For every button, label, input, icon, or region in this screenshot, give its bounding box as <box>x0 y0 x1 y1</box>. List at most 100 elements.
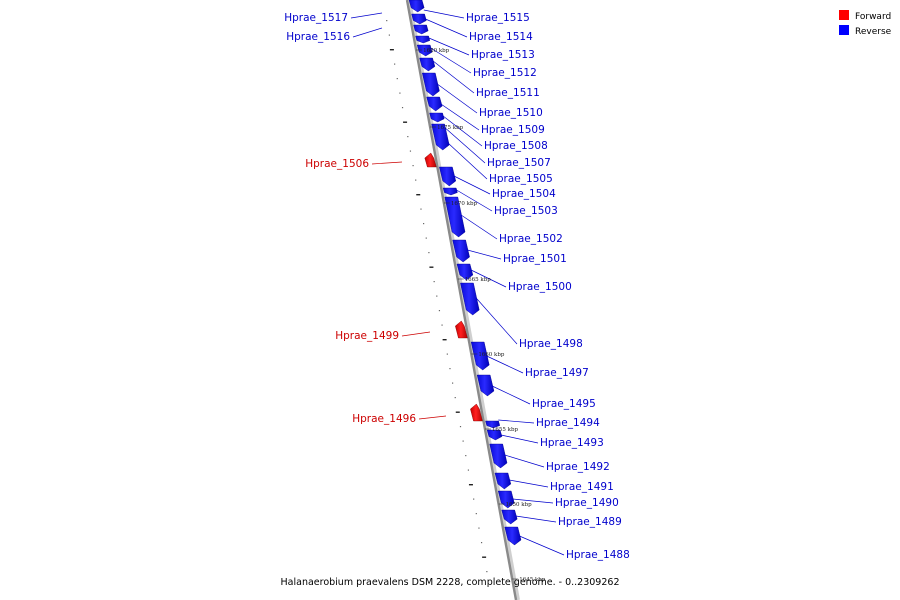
reverse-gene-feature[interactable] <box>460 282 480 316</box>
tick-dot <box>442 339 447 341</box>
reverse-gene-feature[interactable] <box>485 420 501 429</box>
leader-line <box>425 18 468 38</box>
legend-label: Forward <box>855 12 891 22</box>
gene-label-reverse[interactable]: Hprae_1512 <box>473 67 537 79</box>
kbp-label: 1655 kbp <box>492 427 519 433</box>
gene-label-forward[interactable]: Hprae_1506 <box>305 158 369 170</box>
kbp-label: 1650 kbp <box>506 502 533 508</box>
tick-dot <box>454 397 456 399</box>
leader-line <box>401 331 431 337</box>
reverse-gene-feature[interactable] <box>470 341 490 371</box>
reverse-gene-feature[interactable] <box>489 443 508 469</box>
reverse-gene-feature[interactable] <box>429 112 445 123</box>
tick-dot <box>465 455 467 457</box>
gene-label-reverse[interactable]: Hprae_1507 <box>487 157 551 169</box>
gene-label-forward[interactable]: Hprae_1496 <box>352 413 416 425</box>
backbone-line <box>405 0 518 600</box>
reverse-gene-feature[interactable] <box>415 35 431 44</box>
gene-label-reverse[interactable]: Hprae_1491 <box>550 481 614 493</box>
gene-label-forward[interactable]: Hprae_1499 <box>335 330 399 342</box>
gene-label-reverse[interactable]: Hprae_1509 <box>481 124 545 136</box>
reverse-gene-feature[interactable] <box>431 123 450 151</box>
reverse-gene-feature[interactable] <box>501 509 518 525</box>
tick-dot <box>462 440 464 442</box>
reverse-gene-feature[interactable] <box>476 374 495 397</box>
tick-dot <box>423 223 425 225</box>
forward-gene-feature[interactable] <box>455 320 468 339</box>
tick-dot <box>403 121 408 123</box>
gene-label-reverse[interactable]: Hprae_1489 <box>558 516 622 528</box>
reverse-gene-feature[interactable] <box>426 96 443 112</box>
tick-dot <box>401 107 404 109</box>
gene-label-reverse[interactable]: Hprae_1505 <box>489 173 553 185</box>
reverse-gene-feature[interactable] <box>504 526 522 546</box>
gene-label-reverse[interactable]: Hprae_1502 <box>499 233 563 245</box>
gene-label-reverse[interactable]: Hprae_1504 <box>492 188 556 200</box>
reverse-gene-feature[interactable] <box>494 472 512 490</box>
leader-line <box>352 27 383 38</box>
gene-label-reverse[interactable]: Hprae_1500 <box>508 281 572 293</box>
reverse-gene-feature[interactable] <box>411 13 427 25</box>
forward-gene-feature[interactable] <box>424 152 437 168</box>
gene-label-reverse[interactable]: Hprae_1492 <box>546 461 610 473</box>
reverse-gene-feature[interactable] <box>439 166 457 187</box>
reverse-gene-feature[interactable] <box>456 263 474 281</box>
tick-dot <box>459 426 462 428</box>
tick-dot <box>480 542 483 544</box>
reverse-gene-feature[interactable] <box>486 429 503 441</box>
gene-label-forward[interactable]: Hprae_1517 <box>284 12 348 24</box>
leader-line <box>430 47 472 74</box>
tick-dot <box>475 513 477 515</box>
leader-line <box>437 83 478 114</box>
reverse-gene-feature[interactable] <box>442 187 458 196</box>
forward-gene-feature[interactable] <box>470 403 483 422</box>
leader-line <box>467 249 502 260</box>
reverse-gene-feature[interactable] <box>452 239 470 263</box>
tick-dot <box>407 136 409 138</box>
tick-dot <box>399 92 401 94</box>
tick-dot <box>428 252 430 254</box>
tick-dot <box>388 34 390 36</box>
gene-label-reverse[interactable]: Hprae_1494 <box>536 417 600 429</box>
tick-dot <box>478 527 480 529</box>
gene-label-reverse[interactable]: Hprae_1515 <box>466 12 530 24</box>
leader-line <box>445 127 486 164</box>
gene-label-reverse[interactable]: Hprae_1508 <box>484 140 548 152</box>
leader-line <box>350 12 383 19</box>
gene-label-reverse[interactable]: Hprae_1497 <box>525 367 589 379</box>
tick-dot <box>409 150 412 152</box>
gene-label-reverse[interactable]: Hprae_1490 <box>555 497 619 509</box>
leader-line <box>423 9 465 19</box>
reverse-gene-feature[interactable] <box>497 490 515 509</box>
tick-dot <box>420 208 422 210</box>
gene-label-reverse[interactable]: Hprae_1503 <box>494 205 558 217</box>
reverse-gene-feature[interactable] <box>413 24 429 35</box>
gene-label-reverse[interactable]: Hprae_1513 <box>471 49 535 61</box>
reverse-gene-feature[interactable] <box>444 196 466 238</box>
tick-dot <box>482 556 487 558</box>
tick-dot <box>396 78 398 80</box>
leader-line <box>500 434 539 444</box>
leader-line <box>486 355 524 374</box>
gene-label-forward[interactable]: Hprae_1516 <box>286 31 350 43</box>
reverse-gene-feature[interactable] <box>416 44 433 57</box>
gene-label-reverse[interactable]: Hprae_1510 <box>479 107 543 119</box>
legend-swatch <box>839 25 849 35</box>
legend-label: Reverse <box>855 27 892 37</box>
leader-line <box>371 161 403 165</box>
gene-label-reverse[interactable]: Hprae_1501 <box>503 253 567 265</box>
gene-features <box>408 0 522 546</box>
genome-backbone <box>405 0 520 600</box>
reverse-gene-feature[interactable] <box>419 57 436 72</box>
reverse-gene-feature[interactable] <box>408 0 425 13</box>
reverse-gene-feature[interactable] <box>422 72 440 97</box>
tick-dot <box>415 179 417 181</box>
gene-label-reverse[interactable]: Hprae_1488 <box>566 549 630 561</box>
gene-label-reverse[interactable]: Hprae_1495 <box>532 398 596 410</box>
gene-label-reverse[interactable]: Hprae_1514 <box>469 31 533 43</box>
legend: Forward Reverse <box>839 10 892 37</box>
leader-line <box>491 385 531 405</box>
gene-label-reverse[interactable]: Hprae_1498 <box>519 338 583 350</box>
gene-label-reverse[interactable]: Hprae_1493 <box>540 437 604 449</box>
gene-label-reverse[interactable]: Hprae_1511 <box>476 87 540 99</box>
